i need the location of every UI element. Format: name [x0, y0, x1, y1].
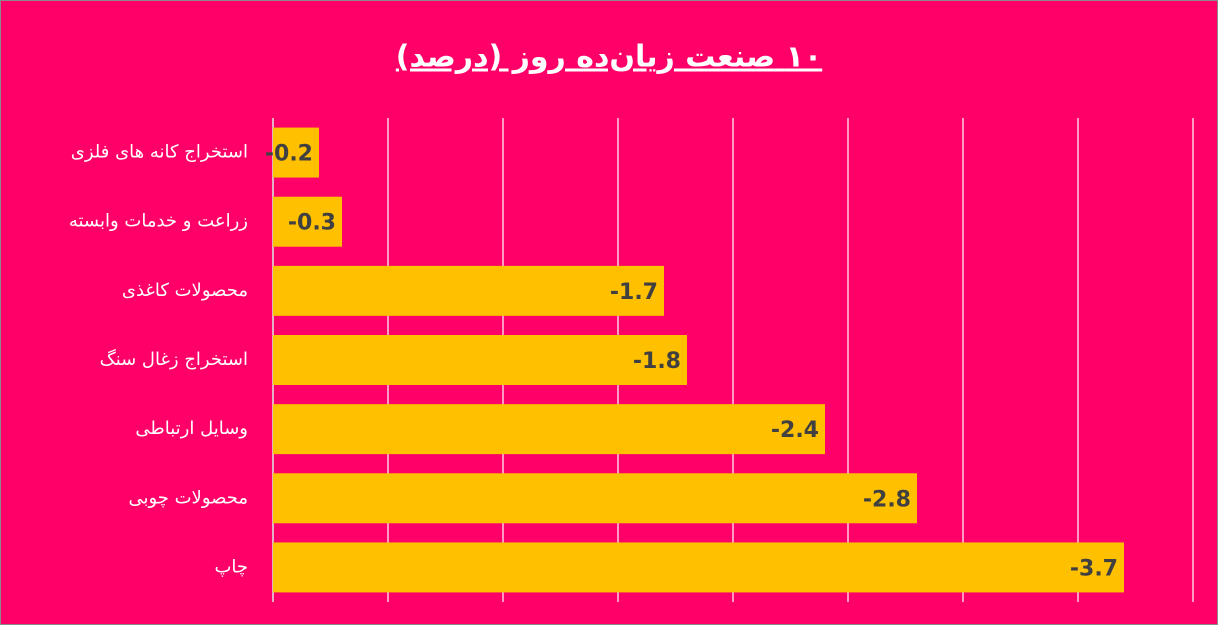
bar — [273, 335, 687, 385]
y-tick-label: وسایل ارتباطی — [135, 418, 248, 439]
y-tick-label: استخراج کانه های فلزی — [71, 142, 248, 163]
y-tick-label: زراعت و خدمات وابسته — [69, 211, 248, 232]
bar — [273, 127, 319, 178]
y-tick-label: محصولات چوبی — [128, 487, 248, 508]
bar — [273, 265, 664, 316]
value-label: -0.2 — [265, 142, 313, 167]
value-label: -3.7 — [1070, 556, 1118, 581]
value-label: -2.8 — [863, 487, 911, 512]
value-label: -1.8 — [633, 349, 681, 374]
bar — [273, 196, 342, 247]
bar — [273, 542, 1124, 593]
value-label: -0.3 — [288, 211, 336, 236]
bar — [273, 473, 917, 524]
value-label: -1.7 — [610, 280, 658, 305]
y-tick-label: چاپ — [214, 556, 248, 577]
value-label: -2.4 — [771, 418, 819, 443]
chart-title: ۱۰ صنعت زیان‌ده روز (درصد) — [396, 40, 822, 75]
y-tick-label: استخراج زغال سنگ — [100, 348, 248, 370]
bar — [273, 404, 825, 455]
y-tick-label: محصولات کاغذی — [122, 280, 248, 301]
